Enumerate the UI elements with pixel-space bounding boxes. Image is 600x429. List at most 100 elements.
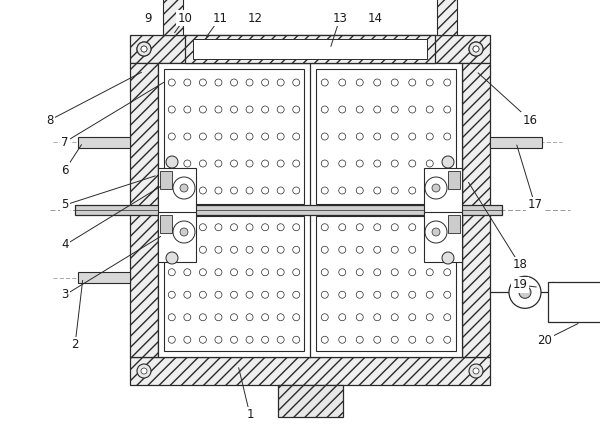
Circle shape [184,79,191,86]
Circle shape [168,160,175,167]
Text: 14: 14 [367,12,383,24]
Circle shape [426,133,433,140]
Circle shape [339,269,346,276]
Bar [158,168,196,218]
Circle shape [293,106,300,113]
Circle shape [215,291,222,298]
Circle shape [246,187,253,194]
Circle shape [230,246,238,253]
Circle shape [277,224,284,231]
Circle shape [391,246,398,253]
Circle shape [409,106,416,113]
Circle shape [246,79,253,86]
Circle shape [277,106,284,113]
Circle shape [230,187,238,194]
Circle shape [277,246,284,253]
Circle shape [374,291,381,298]
Text: 2: 2 [71,338,79,351]
Circle shape [409,79,416,86]
Circle shape [215,187,222,194]
Circle shape [168,269,175,276]
Text: 7: 7 [61,136,69,148]
Circle shape [321,187,328,194]
Circle shape [444,187,451,194]
Circle shape [391,291,398,298]
Circle shape [356,79,363,86]
Circle shape [262,106,269,113]
Circle shape [321,224,328,231]
Circle shape [277,79,284,86]
Circle shape [230,336,238,343]
Circle shape [339,106,346,113]
Circle shape [199,314,206,321]
Circle shape [168,187,175,194]
Circle shape [442,156,454,168]
Circle shape [215,314,222,321]
Circle shape [519,286,531,298]
Circle shape [141,46,147,52]
Circle shape [262,224,269,231]
Circle shape [374,246,381,253]
Circle shape [356,133,363,140]
Circle shape [246,246,253,253]
Bar [78,272,130,283]
Circle shape [262,246,269,253]
Bar [164,69,304,204]
Circle shape [184,224,191,231]
Circle shape [444,314,451,321]
Bar [130,35,490,63]
Circle shape [246,106,253,113]
Bar [185,35,435,63]
Text: 10: 10 [178,12,193,24]
Circle shape [246,291,253,298]
Circle shape [374,336,381,343]
Circle shape [356,269,363,276]
Circle shape [166,156,178,168]
Circle shape [473,46,479,52]
Circle shape [246,133,253,140]
Circle shape [374,160,381,167]
Circle shape [199,269,206,276]
Circle shape [199,79,206,86]
Text: 9: 9 [144,12,152,24]
Circle shape [199,246,206,253]
Circle shape [293,224,300,231]
Text: 12: 12 [248,12,263,24]
Text: 1: 1 [246,408,254,422]
Bar [424,212,462,262]
Circle shape [444,336,451,343]
Circle shape [391,336,398,343]
Circle shape [293,133,300,140]
Circle shape [374,187,381,194]
Circle shape [277,133,284,140]
Circle shape [469,364,483,378]
Circle shape [262,187,269,194]
Circle shape [391,187,398,194]
Bar [193,39,427,59]
Circle shape [230,79,238,86]
Bar [158,63,462,357]
Bar [490,137,542,148]
Circle shape [409,224,416,231]
Circle shape [293,79,300,86]
Bar [548,282,600,322]
Circle shape [199,336,206,343]
Circle shape [321,106,328,113]
Circle shape [230,314,238,321]
Circle shape [184,246,191,253]
Circle shape [426,314,433,321]
Circle shape [339,246,346,253]
Circle shape [293,336,300,343]
Circle shape [168,246,175,253]
Circle shape [230,224,238,231]
Circle shape [356,224,363,231]
Circle shape [425,221,447,243]
Circle shape [262,314,269,321]
Circle shape [277,160,284,167]
Circle shape [293,160,300,167]
Bar [75,205,502,215]
Circle shape [141,46,147,52]
Text: 8: 8 [46,114,53,127]
Bar [158,212,196,262]
Circle shape [321,269,328,276]
